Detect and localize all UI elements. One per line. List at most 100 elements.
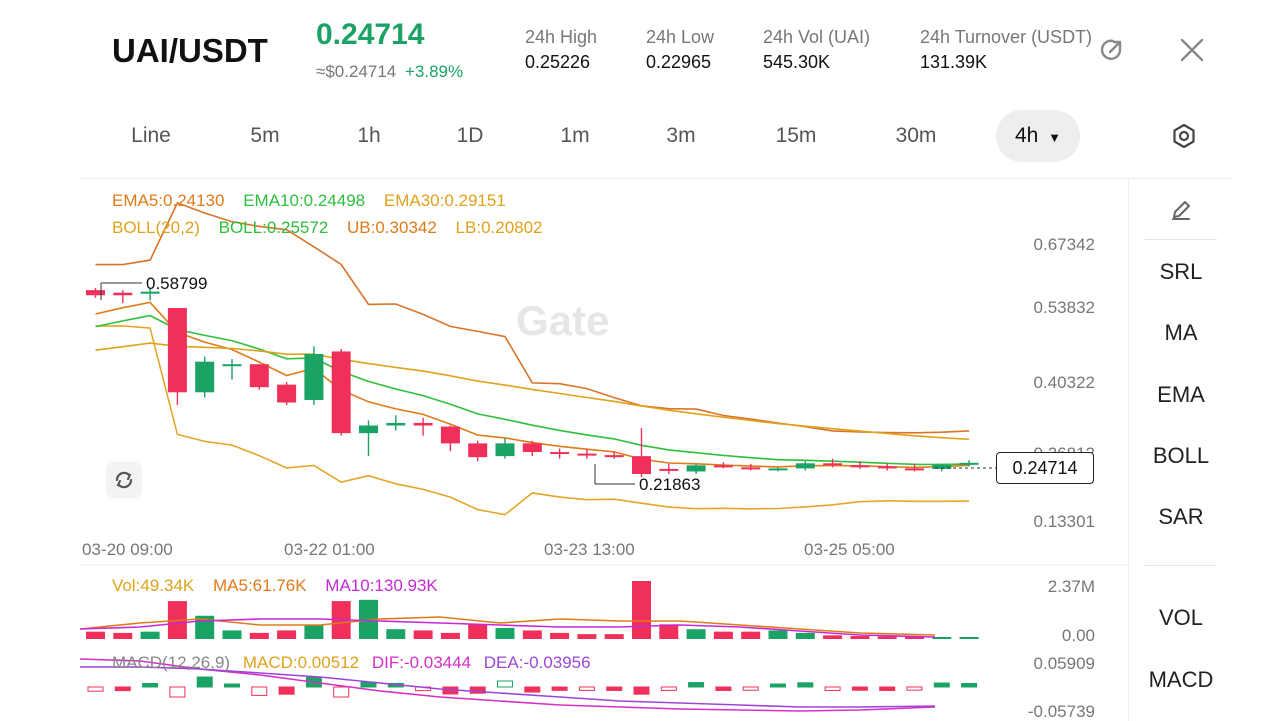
header: UAI/USDT 0.24714 ≈$0.24714 +3.89% 24h Hi…: [0, 0, 1280, 100]
sidebar-item-boll[interactable]: BOLL: [1152, 443, 1210, 468]
volume-bar: [386, 629, 406, 639]
sidebar-divider: [1145, 239, 1217, 240]
ema5-value: EMA5:0.24130: [112, 191, 225, 210]
vol-tick: 2.37M: [1048, 577, 1095, 596]
indicator-sidebar: SRL MA EMA BOLL SAR VOL MACD: [1128, 178, 1233, 721]
boll-params: BOLL(20,2): [112, 218, 200, 237]
volume-bar: [741, 631, 761, 639]
tab-4h-label: 4h: [1014, 124, 1039, 147]
candle-body: [140, 291, 160, 294]
candle-body: [905, 468, 924, 471]
tab-30m[interactable]: 30m: [895, 124, 937, 147]
macd-bar: [742, 686, 759, 691]
candle-body: [386, 422, 406, 426]
sidebar-item-macd[interactable]: MACD: [1148, 667, 1214, 692]
ema30-value: EMA30:0.29151: [383, 191, 506, 210]
candle-body: [304, 353, 324, 400]
candle-body: [495, 443, 515, 457]
usd-price-row: ≈$0.24714 +3.89%: [316, 62, 463, 82]
ema30-line: [95, 342, 970, 441]
volume-bar: [959, 637, 979, 639]
stat-low-value: 0.22965: [646, 52, 712, 72]
boll-ub: UB:0.30342: [347, 218, 437, 237]
price-change: +3.89%: [404, 62, 464, 81]
tab-15m[interactable]: 15m: [775, 124, 817, 147]
candle-body: [741, 467, 761, 470]
candle-body: [331, 351, 351, 434]
tab-4h[interactable]: 4h ▼: [996, 110, 1080, 162]
share-icon[interactable]: [1094, 32, 1130, 68]
hexagon-settings-icon[interactable]: [1166, 118, 1202, 154]
candle-body: [195, 361, 215, 393]
tab-3m[interactable]: 3m: [666, 124, 696, 147]
sidebar-item-sar[interactable]: SAR: [1158, 504, 1204, 529]
volume-bar: [304, 625, 324, 639]
chart-area[interactable]: Gate 0.58799 0.21863 0.67342 0.53832 0.4…: [80, 178, 1128, 721]
chevron-down-icon: ▼: [1048, 130, 1062, 145]
close-icon[interactable]: [1174, 32, 1210, 68]
macd-bar: [333, 686, 350, 698]
volume-bar: [113, 632, 133, 639]
candle-body: [823, 463, 843, 466]
candle-body: [659, 468, 679, 471]
candle-body: [86, 290, 105, 296]
candle-body: [222, 364, 242, 367]
candle-body: [359, 425, 378, 434]
tab-5m[interactable]: 5m: [250, 124, 280, 147]
sidebar-item-ma[interactable]: MA: [1164, 320, 1198, 345]
macd-bar: [660, 686, 677, 691]
sidebar-item-srl[interactable]: SRL: [1159, 259, 1203, 284]
volume-bar: [413, 630, 433, 639]
sidebar-item-ema[interactable]: EMA: [1157, 382, 1205, 407]
time-tick: 03-23 13:00: [544, 540, 635, 559]
stat-high-value: 0.25226: [525, 52, 591, 72]
stat-high-label: 24h High: [525, 27, 598, 47]
macd-tick: 0.05909: [1034, 654, 1095, 673]
macd-bar: [87, 686, 104, 692]
boll-lb: LB:0.20802: [455, 218, 543, 237]
macd-histogram: [87, 676, 978, 698]
sidebar-item-vol[interactable]: VOL: [1158, 605, 1204, 630]
volume-bar: [440, 632, 460, 639]
tab-1d[interactable]: 1D: [456, 124, 484, 147]
macd-bar: [578, 686, 595, 691]
volume-bar: [713, 631, 733, 639]
volume-bar: [277, 630, 297, 639]
candle-body: [686, 465, 706, 472]
tab-1m[interactable]: 1m: [560, 124, 590, 147]
volume-bar: [768, 630, 788, 639]
reset-view-button[interactable]: [106, 462, 142, 498]
boll-upper-line: [95, 201, 970, 434]
macd-bar: [524, 686, 541, 693]
volume-bar: [604, 634, 624, 639]
candle-body: [877, 466, 897, 469]
volume-bar: [86, 631, 105, 639]
macd-bar: [114, 686, 131, 692]
tab-1h[interactable]: 1h: [357, 124, 381, 147]
candle-body: [932, 464, 952, 469]
vol-value: Vol:49.34K: [112, 576, 195, 595]
macd-bar: [196, 676, 213, 688]
price-tick: 0.67342: [1034, 235, 1095, 254]
macd-bar: [797, 682, 814, 688]
vol-ma10-line: [80, 618, 936, 638]
macd-bar: [851, 686, 868, 691]
stat-vol-value: 545.30K: [763, 52, 831, 72]
candlestick-chart[interactable]: Gate 0.58799 0.21863 0.67342 0.53832 0.4…: [80, 179, 1128, 721]
candle-body: [440, 426, 460, 444]
macd-bar: [879, 686, 896, 691]
candle-body: [713, 465, 733, 468]
tab-line[interactable]: Line: [131, 124, 171, 147]
ema-legend: EMA5:0.24130 EMA10:0.24498 EMA30:0.29151: [112, 191, 506, 211]
volume-bar: [522, 630, 542, 639]
candle-body: [550, 452, 570, 455]
pencil-icon[interactable]: [1129, 195, 1233, 225]
macd-bar: [224, 683, 240, 688]
boll-value: BOLL:0.25572: [218, 218, 329, 237]
stat-turnover-value: 131.39K: [920, 52, 988, 72]
price-tick: 0.40322: [1034, 373, 1095, 392]
macd-dea-line: [80, 666, 936, 708]
macd-bar: [469, 686, 486, 694]
macd-tick: -0.05739: [1028, 702, 1095, 721]
rotate-icon: [115, 471, 133, 489]
